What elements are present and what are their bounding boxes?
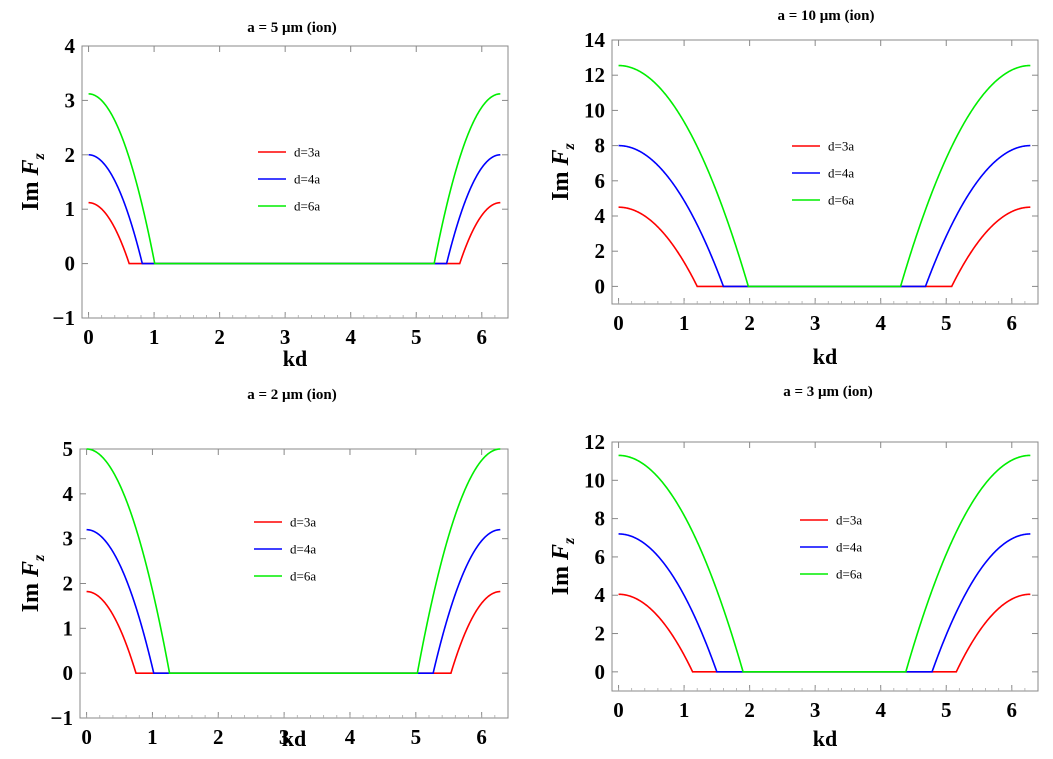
- y-tick-label: 8: [595, 507, 606, 531]
- x-tick-label: 0: [81, 725, 92, 749]
- x-tick-label: 5: [941, 311, 952, 335]
- y-tick-label: 10: [584, 468, 605, 492]
- legend-label: d=4a: [294, 172, 320, 187]
- x-axis-label: kd: [813, 726, 837, 751]
- y-tick-label: 12: [584, 63, 605, 87]
- x-tick-label: 1: [679, 311, 690, 335]
- series-line-d=6a: [618, 64, 1031, 288]
- plot-frame: [81, 45, 509, 319]
- x-tick-label: 5: [941, 698, 952, 722]
- chart-title: a = 5 μm (ion): [247, 20, 337, 36]
- x-tick-label: 6: [1007, 311, 1018, 335]
- x-axis-label: kd: [282, 726, 306, 751]
- x-tick-label: 2: [214, 325, 225, 349]
- y-axis-label: Im Fz: [18, 554, 48, 612]
- y-tick-label: 4: [65, 34, 76, 58]
- y-tick-label: 5: [63, 437, 74, 461]
- x-tick-label: 2: [744, 311, 755, 335]
- y-tick-label: 4: [63, 482, 74, 506]
- series-line-d=4a: [618, 533, 1031, 673]
- x-tick-label: 3: [810, 698, 821, 722]
- x-tick-label: 1: [149, 325, 160, 349]
- x-tick-label: 0: [613, 698, 624, 722]
- legend-label: d=6a: [836, 567, 862, 582]
- y-tick-label: 14: [584, 28, 606, 52]
- y-tick-label: 10: [584, 98, 605, 122]
- x-tick-label: 4: [345, 725, 356, 749]
- y-tick-label: 3: [65, 88, 76, 112]
- y-tick-label: 1: [65, 197, 76, 221]
- y-axis-label: Im Fz: [548, 142, 578, 200]
- series-line-d=3a: [618, 206, 1031, 288]
- legend-label: d=4a: [290, 542, 316, 557]
- x-tick-label: 0: [83, 325, 94, 349]
- y-tick-label: 0: [595, 660, 606, 684]
- x-tick-label: 2: [744, 698, 755, 722]
- y-tick-label: 0: [595, 274, 606, 298]
- legend-label: d=6a: [294, 199, 320, 214]
- y-tick-label: 4: [595, 204, 606, 228]
- series-line-d=6a: [618, 454, 1031, 673]
- x-axis-label: kd: [283, 346, 307, 371]
- legend-label: d=3a: [294, 145, 320, 160]
- chart-title: a = 2 μm (ion): [247, 387, 337, 403]
- legend-label: d=6a: [290, 569, 316, 584]
- chart-panel-1: 0 1 2 3 4 5 6 −1 0 1 2 3 4 d=3a d=4a d=6a a = 5 μm (ion)…: [18, 20, 509, 371]
- y-tick-label: 4: [595, 583, 606, 607]
- legend-label: d=6a: [828, 193, 854, 208]
- plot-frame: [79, 448, 509, 719]
- chart-panel-3: 0 1 2 3 4 5 6 −1 0 1 2 3 4 5 d=3a d=4a d=6a a = 2 μm (ion…: [18, 387, 509, 751]
- legend-label: d=3a: [836, 513, 862, 528]
- y-axis-label: Im Fz: [18, 152, 48, 210]
- x-tick-label: 1: [679, 698, 690, 722]
- series-line-d=4a: [618, 144, 1031, 288]
- y-axis-label: Im Fz: [548, 537, 578, 595]
- y-tick-label: 6: [595, 545, 606, 569]
- legend-label: d=3a: [828, 139, 854, 154]
- y-tick-label: 3: [63, 527, 74, 551]
- x-tick-label: 2: [213, 725, 224, 749]
- x-tick-label: 6: [1007, 698, 1018, 722]
- y-tick-label: 8: [595, 134, 606, 158]
- x-tick-label: 5: [411, 325, 422, 349]
- y-tick-label: 12: [584, 430, 605, 454]
- y-tick-label: −1: [51, 706, 73, 730]
- x-tick-label: 6: [476, 725, 487, 749]
- x-tick-label: 3: [280, 325, 291, 349]
- x-tick-label: 4: [345, 325, 356, 349]
- y-tick-label: 2: [595, 239, 606, 263]
- x-tick-label: 3: [810, 311, 821, 335]
- y-tick-label: 2: [63, 572, 74, 596]
- series-line-d=3a: [618, 593, 1031, 673]
- legend-label: d=4a: [836, 540, 862, 555]
- y-tick-label: 0: [63, 661, 74, 685]
- y-tick-label: 1: [63, 616, 74, 640]
- x-tick-label: 0: [613, 311, 624, 335]
- y-tick-label: 2: [65, 143, 76, 167]
- plot-frame: [611, 441, 1039, 692]
- x-axis-label: kd: [813, 344, 837, 369]
- x-tick-label: 6: [477, 325, 488, 349]
- y-tick-label: 2: [595, 622, 606, 646]
- x-tick-label: 1: [147, 725, 158, 749]
- chart-title: a = 10 μm (ion): [777, 8, 874, 24]
- legend-label: d=3a: [290, 515, 316, 530]
- plot-frame: [611, 39, 1039, 305]
- y-tick-label: 0: [65, 252, 76, 276]
- y-tick-label: −1: [53, 306, 75, 330]
- x-tick-label: 4: [875, 698, 886, 722]
- legend-label: d=4a: [828, 166, 854, 181]
- series-line-d=3a: [86, 590, 501, 674]
- series-line-d=6a: [86, 448, 501, 674]
- x-tick-label: 5: [411, 725, 422, 749]
- x-tick-label: 3: [279, 725, 290, 749]
- y-tick-label: 6: [595, 169, 606, 193]
- chart-title: a = 3 μm (ion): [783, 384, 873, 400]
- series-line-d=6a: [88, 93, 501, 265]
- x-tick-label: 4: [875, 311, 886, 335]
